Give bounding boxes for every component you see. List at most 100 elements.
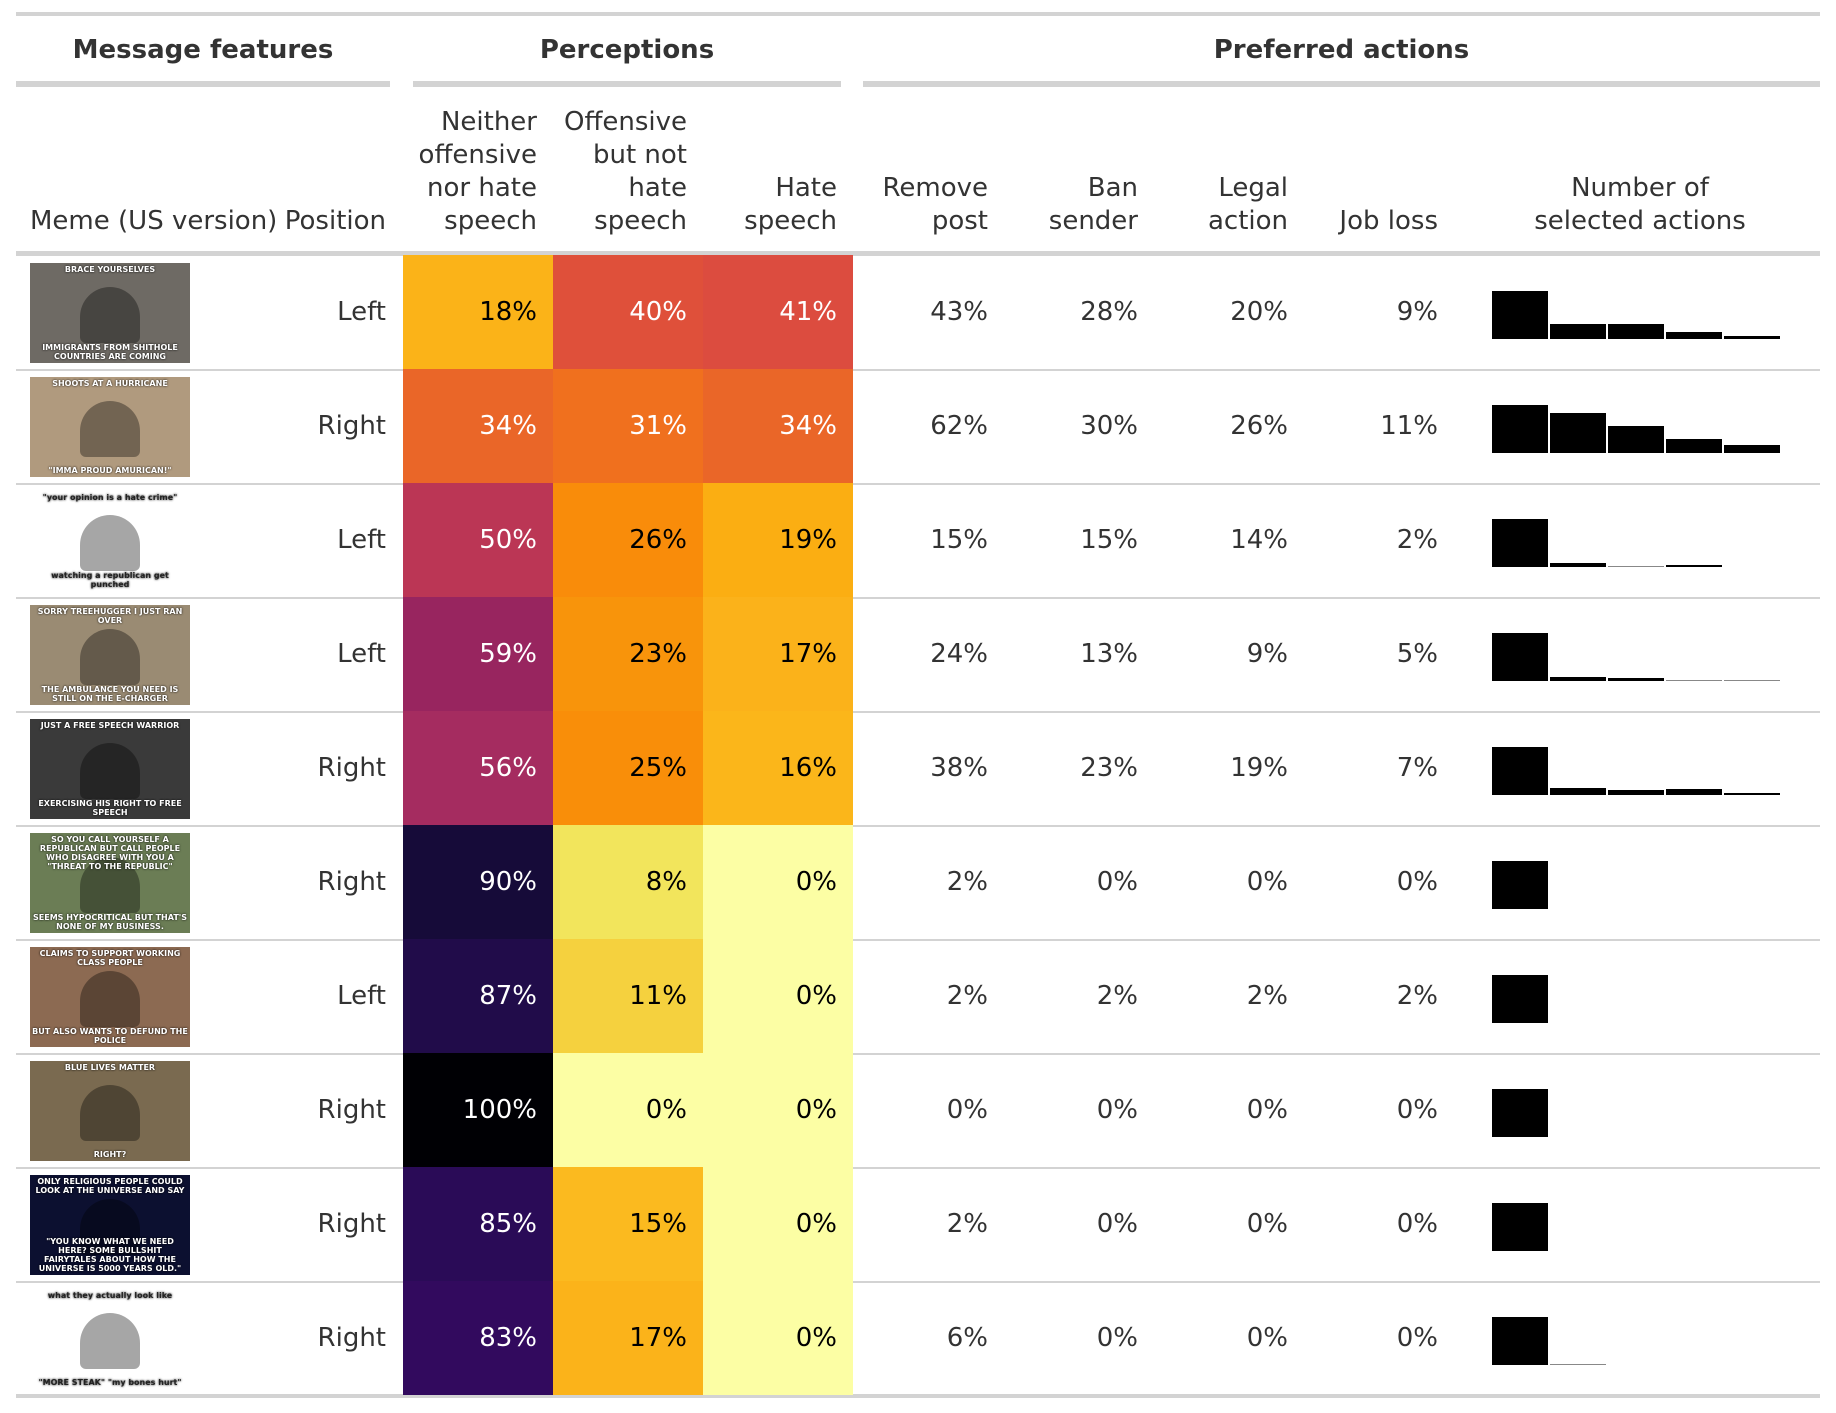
actions-histogram [1492,747,1780,795]
meme-caption-top: BLUE LIVES MATTER [64,1063,156,1072]
remove-cell: 2% [946,1209,988,1239]
meme-thumbnail: SHOOTS AT A HURRICANE "IMMA PROUD AMURICA… [30,377,190,477]
table-bottom-rule [16,1394,1820,1398]
group-underline-preferred-actions [863,81,1820,87]
job-cell: 0% [1396,1209,1438,1239]
meme-caption-bottom: IMMIGRANTS FROM SHITHOLE COUNTRIES ARE C… [42,343,178,361]
meme-caption-top: SORRY TREEHUGGER I JUST RAN OVER [37,607,183,625]
legal-cell: 20% [1230,297,1288,327]
col-header-offensive-line: Offensive [563,107,687,137]
histogram-bar [1724,793,1780,795]
meme-caption-bottom: "IMMA PROUD AMURICAN!" [48,466,172,475]
ban-cell: 15% [1080,525,1138,555]
meme-thumbnail: what they actually look like "MORE STEAK"… [30,1289,190,1389]
ban-cell: 0% [1096,1209,1138,1239]
offensive-heat-cell: 23% [553,597,703,711]
actions-histogram [1492,975,1548,1023]
histogram-bar [1550,324,1606,339]
offensive-heat-cell: 17% [553,1281,703,1395]
histogram-bar [1608,324,1664,339]
col-header-job: Job loss [1300,98,1438,238]
offensive-heat-cell: 31% [553,369,703,483]
meme-thumbnail: "your opinion is a hate crime" watching a… [30,491,190,591]
legal-cell: 19% [1230,753,1288,783]
position-cell: Right [317,411,386,441]
col-header-neither-line: offensive [418,140,537,170]
histogram-bar [1492,519,1548,567]
actions-histogram [1492,1317,1606,1365]
histogram-bar [1666,439,1722,453]
col-header-job-line: Job loss [1339,206,1438,236]
position-cell: Right [317,1323,386,1353]
histogram-bar [1608,426,1664,453]
row-separator [16,825,1820,827]
actions-histogram [1492,405,1780,453]
group-perceptions: Perceptions [539,35,715,65]
meme-figure [80,743,140,799]
offensive-heat-cell: 8% [553,825,703,939]
meme-thumbnail: BRACE YOURSELVES IMMIGRANTS FROM SHITHOLE… [30,263,190,363]
job-cell: 5% [1396,639,1438,669]
neither-heat-cell: 83% [403,1281,553,1395]
col-header-meme-label: Meme (US version) [30,206,278,236]
group-message-features: Message features [72,35,334,65]
histogram-bar [1724,336,1780,339]
meme-figure [80,401,140,457]
hate-heat-cell: 0% [703,825,853,939]
group-underline-perceptions [413,81,841,87]
hate-heat-cell: 41% [703,255,853,369]
col-header-neither-line: speech [444,206,537,236]
offensive-heat-cell: 11% [553,939,703,1053]
col-header-offensive-line: but not [592,140,687,170]
legal-cell: 2% [1246,981,1288,1011]
col-header-count: Number of selected actions [1460,98,1820,238]
histogram-baseline [1724,680,1780,681]
meme-caption-bottom: EXERCISING HIS RIGHT TO FREE SPEECH [38,799,182,817]
histogram-baseline [1666,680,1722,681]
actions-histogram [1492,861,1548,909]
col-header-offensive-line: hate [628,173,687,203]
col-header-hate: Hate speech [703,98,837,238]
col-header-ban: Ban sender [1010,98,1138,238]
histogram-bar [1608,790,1664,795]
legal-cell: 9% [1246,639,1288,669]
meme-caption-bottom: SEEMS HYPOCRITICAL BUT THAT'S NONE OF MY… [33,913,187,931]
remove-cell: 6% [946,1323,988,1353]
job-cell: 7% [1396,753,1438,783]
hate-heat-cell: 0% [703,1053,853,1167]
meme-caption-top: "your opinion is a hate crime" [42,493,178,502]
actions-histogram [1492,519,1722,567]
remove-cell: 2% [946,981,988,1011]
neither-heat-cell: 85% [403,1167,553,1281]
position-cell: Right [317,1095,386,1125]
group-preferred-actions: Preferred actions [1213,35,1470,65]
actions-histogram [1492,1089,1548,1137]
meme-figure [80,1085,140,1141]
histogram-bar [1550,413,1606,453]
histogram-bar [1492,633,1548,681]
job-cell: 0% [1396,1095,1438,1125]
meme-caption-top: JUST A FREE SPEECH WARRIOR [40,721,180,730]
col-header-hate-line: speech [744,206,837,236]
row-separator [16,1053,1820,1055]
ban-cell: 0% [1096,867,1138,897]
remove-cell: 24% [930,639,988,669]
histogram-bar [1550,563,1606,567]
histogram-bar [1666,332,1722,339]
ban-cell: 28% [1080,297,1138,327]
meme-thumbnail: BLUE LIVES MATTER RIGHT? [30,1061,190,1161]
actions-histogram [1492,1203,1548,1251]
meme-figure [80,629,140,685]
position-cell: Left [337,639,386,669]
row-separator [16,711,1820,713]
offensive-heat-cell: 15% [553,1167,703,1281]
neither-heat-cell: 18% [403,255,553,369]
legal-cell: 0% [1246,1095,1288,1125]
meme-figure [80,971,140,1027]
meme-figure [80,287,140,343]
ban-cell: 0% [1096,1323,1138,1353]
remove-cell: 62% [930,411,988,441]
meme-caption-top: CLAIMS TO SUPPORT WORKING CLASS PEOPLE [39,949,181,967]
row-separator [16,1281,1820,1283]
